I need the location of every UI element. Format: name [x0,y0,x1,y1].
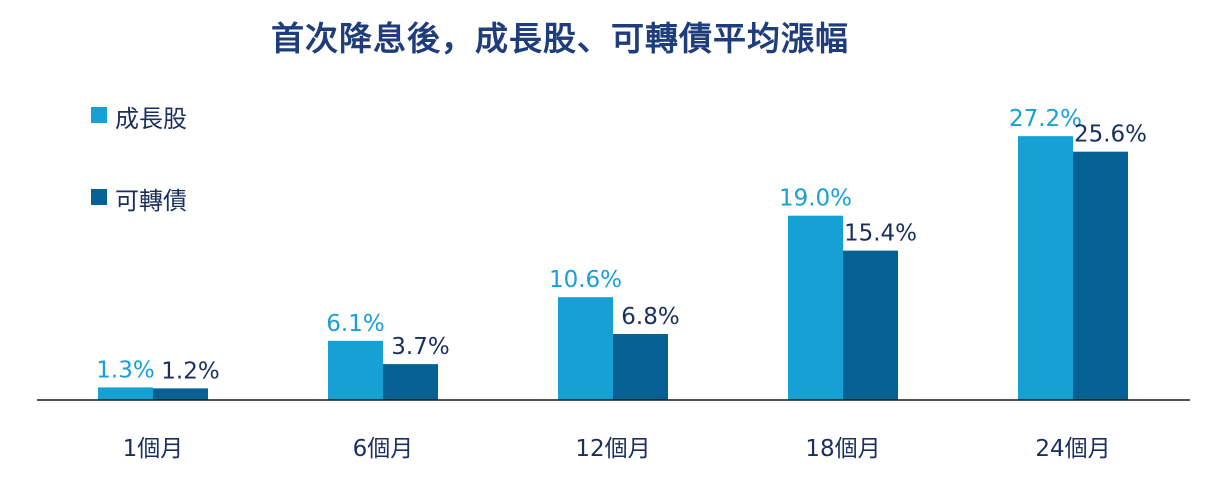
category-label-0: 1個月 [123,436,184,462]
data-label-growth-4: 27.2% [1009,106,1082,132]
category-label-1: 6個月 [353,436,414,462]
legend-label-growth: 成長股 [115,105,187,133]
data-label-convertible-2: 6.8% [621,304,679,330]
category-label-2: 12個月 [575,436,650,462]
bar-convertible-2 [613,334,668,400]
category-label-3: 18個月 [805,436,880,462]
legend-swatch-convertible [91,189,107,205]
data-label-convertible-1: 3.7% [391,334,449,360]
data-label-growth-2: 10.6% [549,267,622,293]
data-label-growth-1: 6.1% [326,311,384,337]
data-label-growth-3: 19.0% [779,186,852,212]
data-label-convertible-3: 15.4% [844,221,917,247]
bar-convertible-3 [843,250,898,400]
bar-growth-2 [558,297,613,400]
bar-convertible-0 [153,388,208,400]
data-label-growth-0: 1.3% [96,357,154,383]
legend-swatch-growth [91,107,107,123]
bar-convertible-1 [383,364,438,400]
bar-growth-1 [328,340,383,400]
bar-convertible-4 [1073,151,1128,400]
bar-growth-4 [1018,136,1073,400]
chart-title: 首次降息後，成長股、可轉債平均漲幅 [271,19,849,58]
data-label-convertible-4: 25.6% [1074,122,1147,148]
bar-growth-0 [98,387,153,400]
legend-label-convertible: 可轉債 [115,187,187,215]
category-label-4: 24個月 [1035,436,1110,462]
data-label-convertible-0: 1.2% [161,358,219,384]
bar-growth-3 [788,215,843,400]
